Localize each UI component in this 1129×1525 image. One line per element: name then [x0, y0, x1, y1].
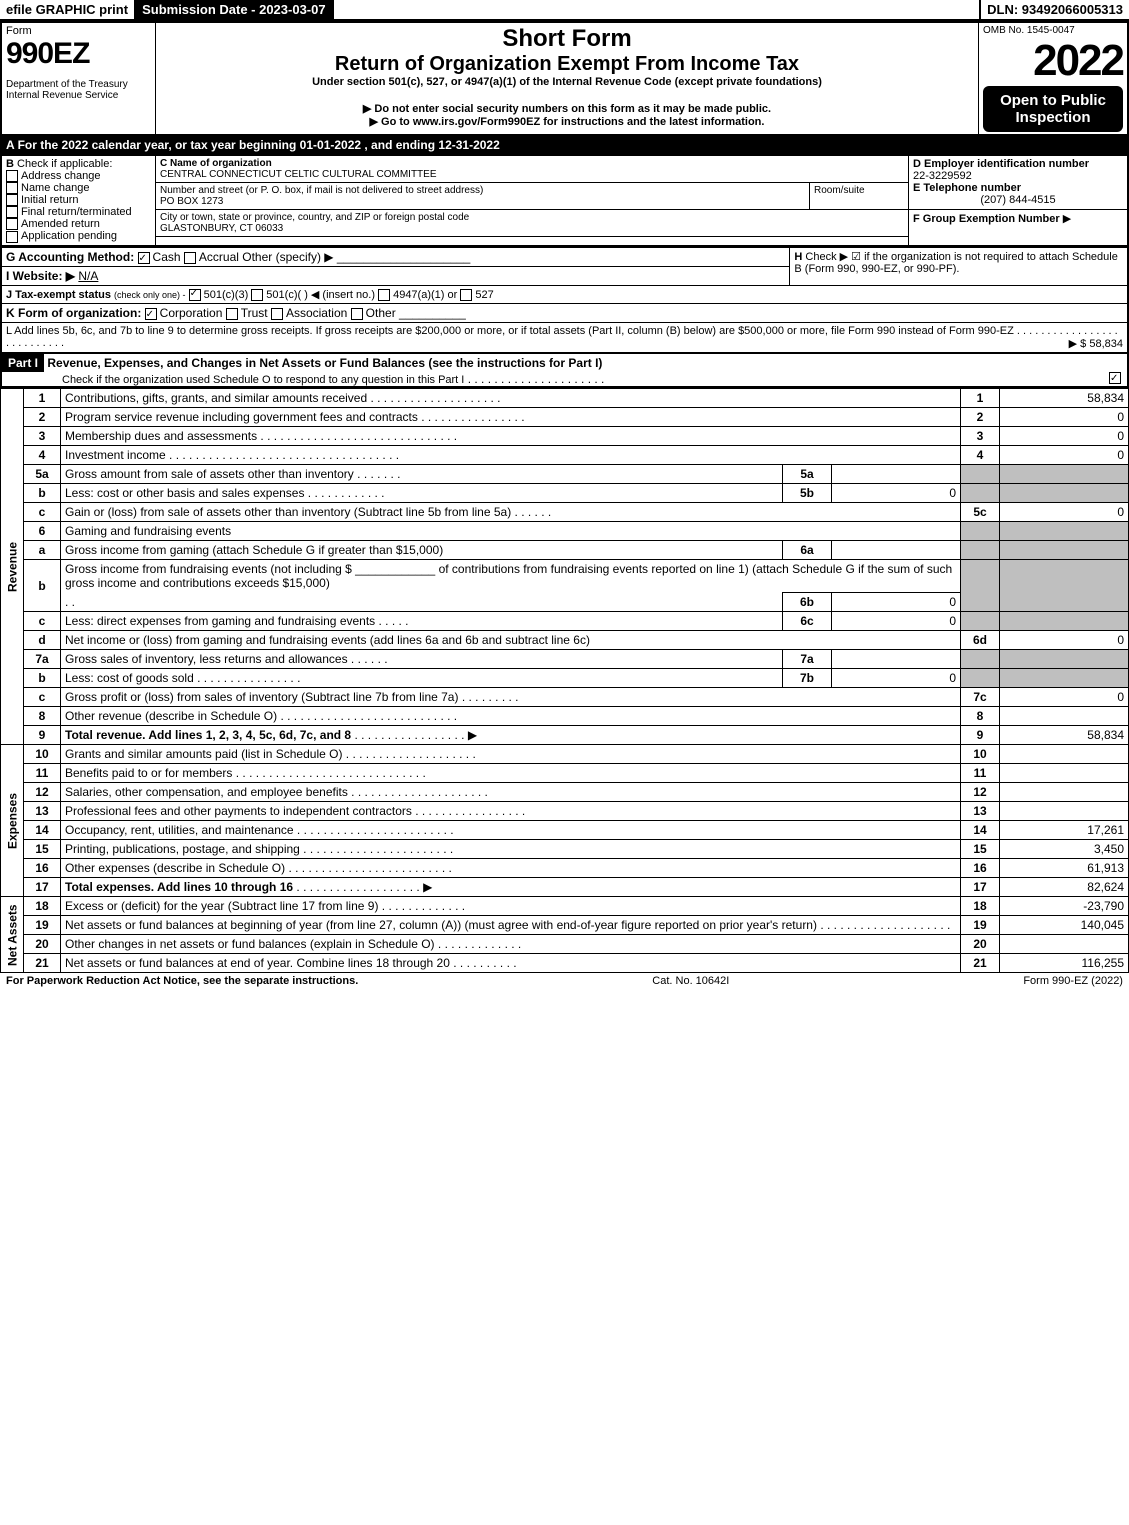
form-number: 990EZ [6, 37, 151, 71]
part1-lines: Revenue 1 Contributions, gifts, grants, … [0, 388, 1129, 973]
f-group-exemption-label: F Group Exemption Number [913, 213, 1060, 225]
website-value: N/A [78, 269, 98, 283]
checkbox-4947[interactable] [378, 289, 390, 301]
form-title: Short Form [160, 25, 974, 53]
net-assets-sidebar: Net Assets [1, 897, 24, 973]
c-name-label: C Name of organization [160, 158, 272, 169]
l-amount: ▶ $ 58,834 [1069, 337, 1123, 350]
j-label: J Tax-exempt status [6, 289, 111, 301]
dln: DLN: 93492066005313 [979, 0, 1129, 19]
d-ein-label: D Employer identification number [913, 158, 1089, 170]
h-text: Check ▶ ☑ if the organization is not req… [794, 251, 1117, 275]
arrow-icon: ▶ [1063, 213, 1071, 225]
checkbox-application-pending[interactable] [6, 231, 18, 243]
checkbox-corp[interactable] [145, 308, 157, 320]
checkbox-527[interactable] [460, 289, 472, 301]
line1-value: 58,834 [1000, 389, 1129, 408]
net-assets-end: 116,255 [1000, 954, 1129, 973]
paperwork-notice: For Paperwork Reduction Act Notice, see … [6, 975, 358, 987]
goto-link[interactable]: ▶ Go to www.irs.gov/Form990EZ for instru… [160, 115, 974, 128]
submission-date: Submission Date - 2023-03-07 [136, 0, 334, 19]
cat-no: Cat. No. 10642I [652, 975, 729, 987]
code-line: Under section 501(c), 527, or 4947(a)(1)… [160, 76, 974, 88]
city-value: GLASTONBURY, CT 06033 [160, 223, 283, 234]
street-label: Number and street (or P. O. box, if mail… [160, 185, 483, 196]
checkbox-trust[interactable] [226, 308, 238, 320]
k-label: K Form of organization: [6, 306, 141, 320]
top-toolbar: efile GRAPHIC print Submission Date - 20… [0, 0, 1129, 21]
checkbox-final-return[interactable] [6, 206, 18, 218]
part1-check: Check if the organization used Schedule … [2, 374, 464, 386]
row-a-calendar-year: A For the 2022 calendar year, or tax yea… [0, 136, 1129, 154]
arrow-icon: ▶ [423, 880, 432, 894]
l-text: L Add lines 5b, 6c, and 7b to line 9 to … [6, 325, 1014, 337]
org-name: CENTRAL CONNECTICUT CELTIC CULTURAL COMM… [160, 169, 437, 180]
checkbox-address-change[interactable] [6, 170, 18, 182]
checkbox-amended[interactable] [6, 218, 18, 230]
i-website-label: I Website: ▶ [6, 269, 75, 283]
identity-block: B Check if applicable: Address change Na… [0, 154, 1129, 247]
page-footer: For Paperwork Reduction Act Notice, see … [0, 973, 1129, 989]
checkbox-name-change[interactable] [6, 182, 18, 194]
part1-title: Revenue, Expenses, and Changes in Net As… [47, 356, 602, 370]
form-ref: Form 990-EZ (2022) [1023, 975, 1123, 987]
checkbox-accrual[interactable] [184, 252, 196, 264]
omb-number: OMB No. 1545-0047 [983, 25, 1123, 36]
street-value: PO BOX 1273 [160, 196, 223, 207]
ein-value: 22-3229592 [913, 170, 972, 182]
checkbox-initial-return[interactable] [6, 194, 18, 206]
h-letter: H [794, 251, 802, 263]
total-expenses: 82,624 [1000, 878, 1129, 897]
checkbox-assoc[interactable] [271, 308, 283, 320]
calendar-year-text: For the 2022 calendar year, or tax year … [18, 138, 500, 152]
checkbox-501c3[interactable] [189, 289, 201, 301]
ghijk-block: G Accounting Method: Cash Accrual Other … [0, 247, 1129, 354]
dept-treasury: Department of the Treasury [6, 79, 151, 90]
open-to-public: Open to Public Inspection [983, 86, 1123, 132]
efile-label[interactable]: efile GRAPHIC print [0, 0, 136, 19]
part1-header: Part I Revenue, Expenses, and Changes in… [0, 354, 1129, 388]
form-subtitle: Return of Organization Exempt From Incom… [160, 53, 974, 76]
room-suite-label: Room/suite [810, 183, 909, 210]
checkbox-501c[interactable] [251, 289, 263, 301]
e-phone-label: E Telephone number [913, 182, 1021, 194]
part1-label: Part I [2, 354, 44, 372]
checkbox-cash[interactable] [138, 252, 150, 264]
total-revenue: 58,834 [1000, 726, 1129, 745]
city-label: City or town, state or province, country… [160, 212, 469, 223]
g-label: G Accounting Method: [6, 250, 134, 264]
form-header: Form 990EZ Department of the Treasury In… [0, 21, 1129, 136]
phone-value: (207) 844-4515 [913, 194, 1123, 206]
checkbox-other-org[interactable] [351, 308, 363, 320]
form-label: Form [6, 25, 151, 37]
expenses-sidebar: Expenses [1, 745, 24, 897]
irs-label: Internal Revenue Service [6, 90, 151, 101]
arrow-icon: ▶ [468, 728, 477, 742]
tax-year: 2022 [983, 36, 1123, 86]
check-if-applicable: Check if applicable: [17, 158, 112, 170]
checkbox-schedule-o[interactable] [1109, 372, 1121, 384]
revenue-sidebar: Revenue [1, 389, 24, 745]
other-specify: Other (specify) ▶ [242, 250, 333, 264]
ssn-warning: ▶ Do not enter social security numbers o… [160, 102, 974, 115]
